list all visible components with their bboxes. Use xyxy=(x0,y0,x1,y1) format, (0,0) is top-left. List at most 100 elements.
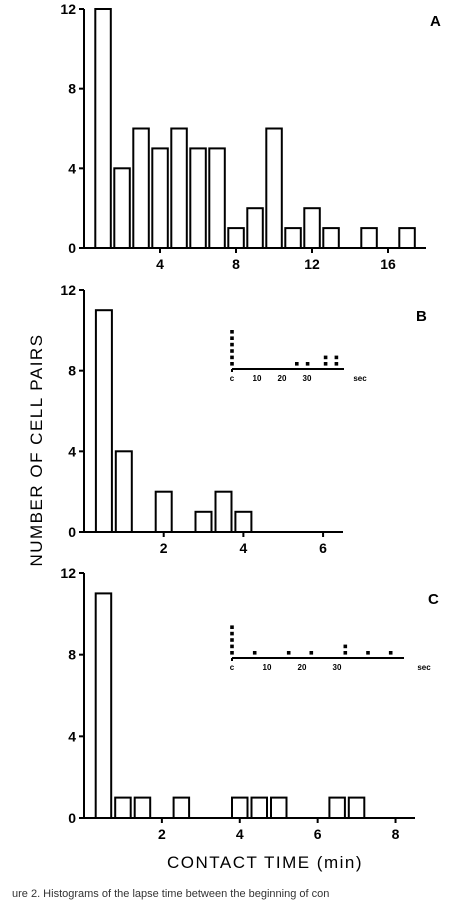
panel-label: B xyxy=(416,308,427,325)
bar xyxy=(360,227,378,250)
bar xyxy=(151,147,169,249)
x-tick-label: 2 xyxy=(160,540,168,556)
bar xyxy=(114,796,132,819)
y-tick-label: 8 xyxy=(68,647,76,663)
x-tick-label: 8 xyxy=(232,256,240,272)
inset-dot xyxy=(230,336,234,340)
panel-label: A xyxy=(430,13,441,30)
inset-dot xyxy=(230,625,234,629)
inset-tick-label: 10 xyxy=(263,663,272,672)
inset-dot xyxy=(295,362,299,366)
bar xyxy=(347,796,366,819)
figure-caption-fragment: ure 2. Histograms of the lapse time betw… xyxy=(12,888,329,900)
x-tick-label: 2 xyxy=(158,826,166,842)
inset-tick-label: 10 xyxy=(253,374,262,383)
inset-dot xyxy=(366,651,370,655)
inset-dot xyxy=(230,638,234,642)
x-tick-label: 6 xyxy=(319,540,327,556)
bar xyxy=(322,227,340,250)
bar xyxy=(227,227,245,250)
inset-dot xyxy=(230,349,234,353)
bar xyxy=(172,796,191,819)
y-tick-label: 12 xyxy=(60,282,76,298)
y-tick-label: 4 xyxy=(68,160,76,176)
panel-a: 0 4 8 12 4 8 12 16 A xyxy=(60,1,441,272)
inset-dot xyxy=(230,342,234,347)
inset-dot xyxy=(230,355,234,360)
inset-dot xyxy=(252,651,257,655)
inset-dot xyxy=(230,330,234,334)
inset-dot xyxy=(388,651,393,655)
bar xyxy=(170,127,188,249)
bar xyxy=(250,796,268,819)
bar xyxy=(303,207,321,249)
inset-dot xyxy=(323,362,328,366)
y-tick-label: 0 xyxy=(68,810,76,826)
inset-dot xyxy=(286,651,291,655)
x-tick-label: 4 xyxy=(156,256,164,272)
bar xyxy=(113,167,131,249)
inset-tick-label: 20 xyxy=(298,663,307,672)
bar xyxy=(214,490,233,534)
bar xyxy=(270,796,288,819)
bar xyxy=(194,510,213,533)
y-tick-label: 0 xyxy=(68,240,76,256)
bar xyxy=(398,227,416,250)
inset-tick-label: c xyxy=(230,374,235,383)
inset-unit-label: sec xyxy=(353,374,367,383)
bar xyxy=(94,8,112,249)
inset-tick-label: 30 xyxy=(303,374,312,383)
y-tick-label: 4 xyxy=(68,443,76,459)
x-tick-label: 16 xyxy=(380,256,396,272)
bar xyxy=(114,450,133,533)
bar xyxy=(284,227,302,250)
x-tick-label: 12 xyxy=(304,256,320,272)
chart-panels: 0 4 8 12 4 8 12 16 A 0 4 8 12 2 4 6 Bc 10 20 30 sec 0 4 8 12 2 4 6 8… xyxy=(60,1,441,842)
inset-dot xyxy=(323,355,328,360)
inset-dot xyxy=(343,644,348,649)
inset-tick-label: c xyxy=(230,663,235,672)
y-tick-label: 8 xyxy=(68,363,76,379)
panel-b: 0 4 8 12 2 4 6 Bc 10 20 30 sec xyxy=(60,282,427,556)
x-tick-label: 4 xyxy=(239,540,247,556)
bar xyxy=(265,127,283,249)
bar xyxy=(189,147,207,249)
bar xyxy=(246,207,264,249)
bar xyxy=(132,127,150,249)
inset-dot xyxy=(230,362,234,366)
inset-dot xyxy=(230,651,234,655)
y-tick-label: 12 xyxy=(60,565,76,581)
inset-tick-label: 30 xyxy=(333,663,342,672)
bar xyxy=(154,490,173,534)
bar xyxy=(208,147,226,249)
inset-b: c 10 20 30 sec xyxy=(230,330,367,383)
inset-dot xyxy=(334,362,339,366)
inset-dot xyxy=(230,644,234,649)
panel-c: 0 4 8 12 2 4 6 8 Cc 10 20 30 sec xyxy=(60,565,439,842)
x-tick-label: 4 xyxy=(236,826,244,842)
bar xyxy=(94,592,113,820)
inset-dot xyxy=(305,362,310,366)
bar xyxy=(133,796,152,819)
inset-tick-label: 20 xyxy=(278,374,287,383)
y-tick-label: 0 xyxy=(68,524,76,540)
y-tick-label: 12 xyxy=(60,1,76,17)
bar xyxy=(234,510,253,533)
bar xyxy=(328,796,346,819)
panel-label: C xyxy=(428,591,439,608)
inset-c: c 10 20 30 sec xyxy=(230,625,431,672)
x-axis-title: CONTACT TIME (min) xyxy=(167,853,363,872)
y-axis-title: NUMBER OF CELL PAIRS xyxy=(27,333,46,566)
y-tick-label: 8 xyxy=(68,81,76,97)
x-tick-label: 8 xyxy=(392,826,400,842)
inset-dot xyxy=(230,631,234,636)
bar xyxy=(94,309,113,534)
inset-dot xyxy=(309,651,314,655)
inset-dot xyxy=(343,651,348,655)
inset-dot xyxy=(334,355,339,360)
inset-unit-label: sec xyxy=(417,663,431,672)
x-tick-label: 6 xyxy=(314,826,322,842)
y-tick-label: 4 xyxy=(68,728,76,744)
bar xyxy=(231,796,249,819)
